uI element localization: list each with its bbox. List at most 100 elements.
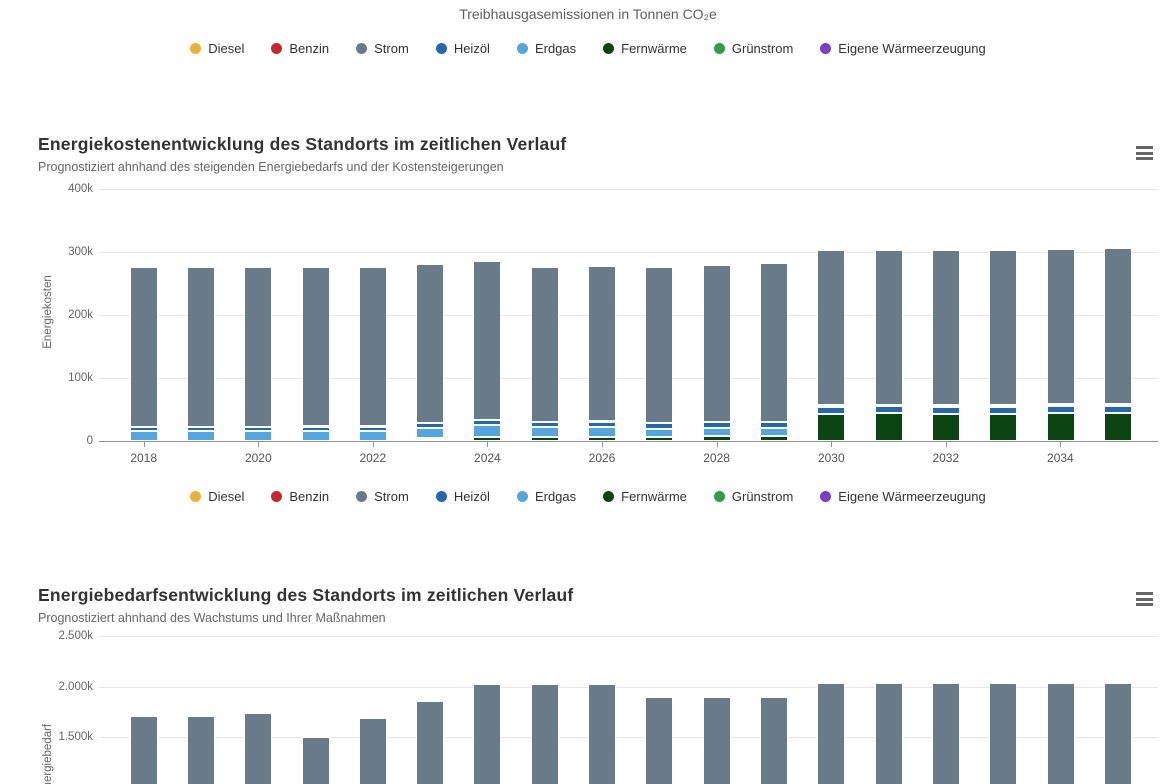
bar-2025-energiebedarf[interactable]	[530, 683, 559, 784]
bar-2028-heiz-l[interactable]	[702, 422, 731, 429]
bar-2033-heiz-l[interactable]	[989, 407, 1018, 414]
bar-2021-erdgas[interactable]	[301, 430, 330, 441]
bar-2018-strom[interactable]	[129, 266, 158, 427]
bar-2035-heiz-l[interactable]	[1103, 406, 1132, 414]
bar-2027-strom[interactable]	[645, 267, 674, 424]
chart-context-menu-icon[interactable]	[1136, 592, 1153, 606]
bar-2025-strom[interactable]	[530, 266, 559, 422]
legend-item-strom[interactable]: Strom	[356, 41, 409, 56]
bar-2018-erdgas[interactable]	[129, 430, 158, 441]
legend-item-gr-nstrom[interactable]: Grünstrom	[713, 41, 793, 56]
bar-2020-strom[interactable]	[244, 266, 273, 427]
bar-2026-energiebedarf[interactable]	[588, 683, 616, 784]
bar-2021-strom[interactable]	[301, 267, 330, 427]
bar-2028-fernw-rme[interactable]	[702, 436, 731, 441]
legend-item-eigene-w-rmeerzeugung[interactable]: Eigene Wärmeerzeugung	[820, 489, 986, 504]
bar-2032-fernw-rme[interactable]	[931, 413, 960, 441]
bar-2029-fernw-rme[interactable]	[759, 436, 788, 441]
bar-2018-energiebedarf[interactable]	[129, 715, 158, 784]
legend-item-strom[interactable]: Strom	[356, 489, 409, 504]
bar-2029-strom[interactable]	[759, 263, 788, 423]
legend-item-fernw-rme[interactable]: Fernwärme	[603, 489, 687, 504]
bar-2026-strom[interactable]	[588, 265, 616, 422]
legend-item-fernw-rme[interactable]: Fernwärme	[603, 41, 687, 56]
bar-2025-fernw-rme[interactable]	[530, 436, 559, 441]
bar-2035-fernw-rme[interactable]	[1103, 413, 1132, 441]
bar-2026-heiz-l[interactable]	[588, 421, 616, 427]
bar-2019-heiz-l[interactable]	[187, 426, 215, 431]
bar-2022-strom[interactable]	[358, 267, 387, 427]
legend-item-erdgas[interactable]: Erdgas	[516, 41, 576, 56]
legend-item-heiz-l[interactable]: Heizöl	[435, 489, 490, 504]
bar-2022-erdgas[interactable]	[358, 430, 387, 441]
bar-2033-erdgas[interactable]	[989, 405, 1018, 408]
legend-item-gr-nstrom[interactable]: Grünstrom	[713, 489, 793, 504]
bar-2024-erdgas[interactable]	[473, 425, 502, 437]
bar-2026-erdgas[interactable]	[588, 426, 616, 437]
bar-2029-erdgas[interactable]	[759, 428, 788, 436]
bar-2033-fernw-rme[interactable]	[989, 413, 1018, 441]
bar-2020-heiz-l[interactable]	[244, 426, 273, 431]
legend-item-benzin[interactable]: Benzin	[271, 41, 329, 56]
bar-2030-erdgas[interactable]	[817, 405, 846, 408]
bar-2034-strom[interactable]	[1046, 248, 1075, 405]
bar-2034-erdgas[interactable]	[1046, 404, 1075, 407]
bar-2024-heiz-l[interactable]	[473, 420, 502, 426]
bar-2029-energiebedarf[interactable]	[759, 696, 788, 784]
bar-2035-strom[interactable]	[1103, 248, 1132, 405]
bar-2031-erdgas[interactable]	[874, 404, 903, 407]
bar-2020-erdgas[interactable]	[244, 430, 273, 441]
bar-2027-erdgas[interactable]	[645, 429, 674, 437]
bar-2033-strom[interactable]	[989, 249, 1018, 406]
bar-2030-fernw-rme[interactable]	[817, 413, 846, 441]
bar-2024-energiebedarf[interactable]	[473, 683, 502, 784]
bar-2032-energiebedarf[interactable]	[931, 682, 960, 784]
legend-item-diesel[interactable]: Diesel	[190, 41, 244, 56]
bar-2019-strom[interactable]	[187, 266, 215, 427]
bar-2032-strom[interactable]	[931, 249, 960, 406]
bar-2030-energiebedarf[interactable]	[817, 682, 846, 784]
bar-2021-energiebedarf[interactable]	[301, 737, 330, 784]
bar-2027-fernw-rme[interactable]	[645, 436, 674, 441]
bar-2033-energiebedarf[interactable]	[989, 682, 1018, 784]
legend-item-erdgas[interactable]: Erdgas	[516, 489, 576, 504]
bar-2020-energiebedarf[interactable]	[244, 712, 273, 784]
bar-2023-energiebedarf[interactable]	[416, 700, 445, 784]
bar-2019-energiebedarf[interactable]	[187, 715, 215, 784]
bar-2023-fernw-rme[interactable]	[416, 438, 445, 441]
bar-2019-erdgas[interactable]	[187, 430, 215, 441]
bar-2022-energiebedarf[interactable]	[358, 718, 387, 784]
bar-2034-energiebedarf[interactable]	[1046, 682, 1075, 784]
chart-context-menu-icon[interactable]	[1136, 146, 1153, 160]
bar-2024-strom[interactable]	[473, 261, 502, 421]
bar-2030-heiz-l[interactable]	[817, 407, 846, 414]
bar-2031-fernw-rme[interactable]	[874, 413, 903, 441]
bar-2022-heiz-l[interactable]	[358, 426, 387, 431]
bar-2027-energiebedarf[interactable]	[645, 696, 674, 784]
legend-item-heiz-l[interactable]: Heizöl	[435, 41, 490, 56]
bar-2032-heiz-l[interactable]	[931, 407, 960, 414]
bar-2028-energiebedarf[interactable]	[702, 696, 731, 784]
bar-2028-erdgas[interactable]	[702, 428, 731, 436]
bar-2025-erdgas[interactable]	[530, 426, 559, 437]
bar-2021-heiz-l[interactable]	[301, 426, 330, 431]
bar-2025-heiz-l[interactable]	[530, 421, 559, 427]
legend-item-eigene-w-rmeerzeugung[interactable]: Eigene Wärmeerzeugung	[820, 41, 986, 56]
bar-2030-strom[interactable]	[817, 250, 846, 406]
bar-2024-fernw-rme[interactable]	[473, 436, 502, 441]
bar-2035-energiebedarf[interactable]	[1103, 682, 1132, 784]
bar-2027-heiz-l[interactable]	[645, 423, 674, 430]
bar-2023-erdgas[interactable]	[416, 427, 445, 439]
bar-2023-strom[interactable]	[416, 264, 445, 424]
bar-2028-strom[interactable]	[702, 264, 731, 423]
bar-2029-heiz-l[interactable]	[759, 422, 788, 429]
bar-2031-heiz-l[interactable]	[874, 406, 903, 414]
bar-2034-heiz-l[interactable]	[1046, 406, 1075, 414]
bar-2031-strom[interactable]	[874, 249, 903, 405]
bar-2031-energiebedarf[interactable]	[874, 682, 903, 784]
legend-item-benzin[interactable]: Benzin	[271, 489, 329, 504]
bar-2018-heiz-l[interactable]	[129, 426, 158, 431]
legend-item-diesel[interactable]: Diesel	[190, 489, 244, 504]
bar-2035-erdgas[interactable]	[1103, 404, 1132, 407]
bar-2023-heiz-l[interactable]	[416, 423, 445, 428]
